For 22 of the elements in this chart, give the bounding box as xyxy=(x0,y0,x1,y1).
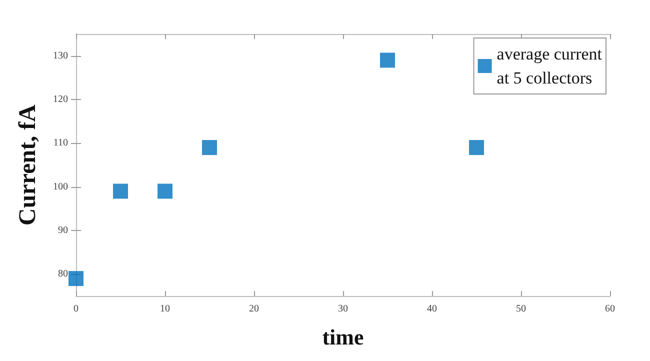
y-tick-label: 130 xyxy=(53,50,68,62)
point xyxy=(68,271,84,286)
point xyxy=(113,184,128,199)
y-tick-label: 90 xyxy=(58,225,68,236)
y-tick-label: 80 xyxy=(58,268,68,280)
legend-label: average current at 5 collectors xyxy=(496,44,602,88)
x-tick-label: 60 xyxy=(605,304,615,314)
x-tick-label: 0 xyxy=(74,304,78,314)
x-tick-label: 10 xyxy=(160,304,170,314)
y-tick-label: 120 xyxy=(53,94,68,105)
x-tick-label: 20 xyxy=(249,304,259,314)
x-tick-label: 40 xyxy=(427,304,437,314)
point xyxy=(202,140,217,156)
x-axis-title: time xyxy=(322,324,364,350)
point xyxy=(469,140,484,156)
point xyxy=(158,184,172,199)
x-tick-label: 30 xyxy=(338,304,348,314)
y-axis-title: Current, fA xyxy=(15,104,41,226)
y-tick-label: 100 xyxy=(53,181,68,192)
point xyxy=(380,52,395,68)
x-tick-label: 50 xyxy=(516,304,526,314)
y-tick-label: 110 xyxy=(53,138,68,149)
